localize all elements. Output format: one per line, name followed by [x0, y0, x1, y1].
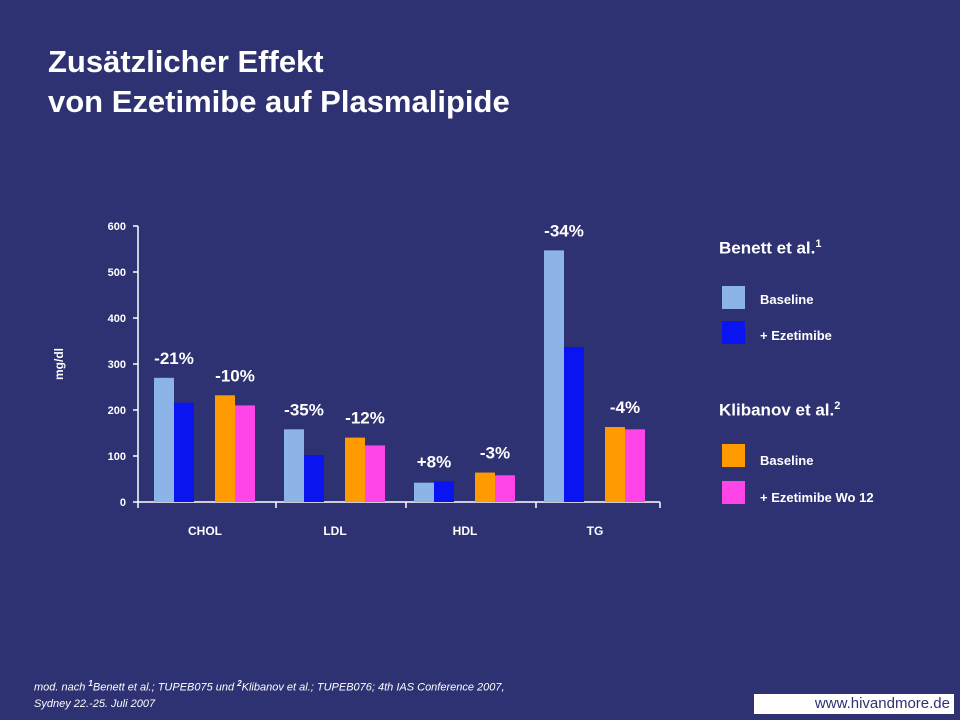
- legend-swatch-benett-ezetimibe: [722, 321, 745, 344]
- legend-group-benett-title: Benett et al.1: [719, 238, 821, 259]
- bar-hdl-series-0: [414, 482, 434, 502]
- y-tick-label: 500: [108, 267, 126, 279]
- data-label-chol: -10%: [215, 366, 255, 385]
- bar-tg-series-0: [544, 250, 564, 502]
- footnote-line-2: Sydney 22.-25. Juli 2007: [34, 697, 156, 710]
- legend-swatch-benett-baseline: [722, 286, 745, 309]
- bar-tg-series-1: [564, 346, 584, 502]
- y-tick-label: 0: [120, 497, 126, 509]
- title-line-2: von Ezetimibe auf Plasmalipide: [48, 84, 510, 119]
- y-tick-label: 300: [108, 359, 126, 371]
- footnote-sup-2: 2: [237, 679, 242, 688]
- footnote-line-1: mod. nach 1Benett et al.; TUPEB075 und 2…: [34, 676, 505, 696]
- data-label-chol: -21%: [154, 349, 194, 368]
- bar-chol-series-1: [174, 402, 194, 502]
- x-category-label: CHOL: [188, 524, 222, 538]
- bar-ldl-series-2: [345, 437, 365, 502]
- bar-ldl-series-3: [365, 445, 385, 502]
- legend-group-klibanov-sup: 2: [834, 400, 841, 412]
- footnote-sup-1: 1: [88, 679, 93, 688]
- legend-label-benett-baseline: Baseline: [760, 292, 814, 307]
- bar-hdl-series-2: [475, 472, 495, 502]
- bar-hdl-series-1: [434, 481, 454, 502]
- bar-ldl-series-1: [304, 455, 324, 502]
- data-label-tg: -4%: [610, 398, 640, 417]
- bar-chol-series-2: [215, 395, 235, 502]
- y-axis-label: mg/dl: [52, 348, 66, 380]
- legend-swatch-klibanov-ezetimibe-wo12: [722, 481, 745, 504]
- y-tick-label: 600: [108, 221, 126, 233]
- x-category-label: TG: [587, 524, 604, 538]
- data-label-hdl: -3%: [480, 444, 510, 463]
- footnote-text-c: Klibanov et al.; TUPEB076; 4th IAS Confe…: [241, 681, 505, 694]
- bar-chol-series-3: [235, 405, 255, 502]
- x-category-label: LDL: [323, 524, 346, 538]
- page-title: Zusätzlicher Effekt von Ezetimibe auf Pl…: [48, 42, 510, 122]
- legend-group-klibanov-title: Klibanov et al.2: [719, 400, 840, 421]
- legend-label-benett-ezetimibe: + Ezetimibe: [760, 328, 832, 343]
- y-tick-label: 200: [108, 405, 126, 417]
- title-line-1: Zusätzlicher Effekt: [48, 44, 324, 79]
- bar-tg-series-2: [605, 427, 625, 502]
- bar-chol-series-0: [154, 377, 174, 502]
- legend-label-klibanov-ezetimibe-wo12: + Ezetimibe Wo 12: [760, 490, 874, 505]
- legend-label-klibanov-baseline: Baseline: [760, 453, 814, 468]
- x-category-label: HDL: [453, 524, 478, 538]
- data-label-hdl: +8%: [417, 452, 452, 471]
- bar-hdl-series-3: [495, 475, 515, 502]
- legend-group-klibanov-label: Klibanov et al.: [719, 400, 835, 420]
- y-tick-label: 400: [108, 313, 126, 325]
- legend-group-benett-label: Benett et al.: [719, 238, 816, 258]
- footnote-text-b: Benett et al.; TUPEB075 und: [92, 681, 238, 694]
- footnote-text-a: mod. nach: [34, 681, 89, 694]
- data-label-ldl: -12%: [345, 409, 385, 428]
- data-label-ldl: -35%: [284, 400, 324, 419]
- website-link[interactable]: www.hivandmore.de: [754, 694, 954, 714]
- y-tick-label: 100: [108, 451, 126, 463]
- bar-tg-series-3: [625, 429, 645, 502]
- legend-group-benett-sup: 1: [815, 238, 822, 250]
- bar-ldl-series-0: [284, 429, 304, 502]
- data-label-tg: -34%: [544, 221, 584, 240]
- footnote: mod. nach 1Benett et al.; TUPEB075 und 2…: [34, 676, 505, 712]
- legend-swatch-klibanov-baseline: [722, 444, 745, 467]
